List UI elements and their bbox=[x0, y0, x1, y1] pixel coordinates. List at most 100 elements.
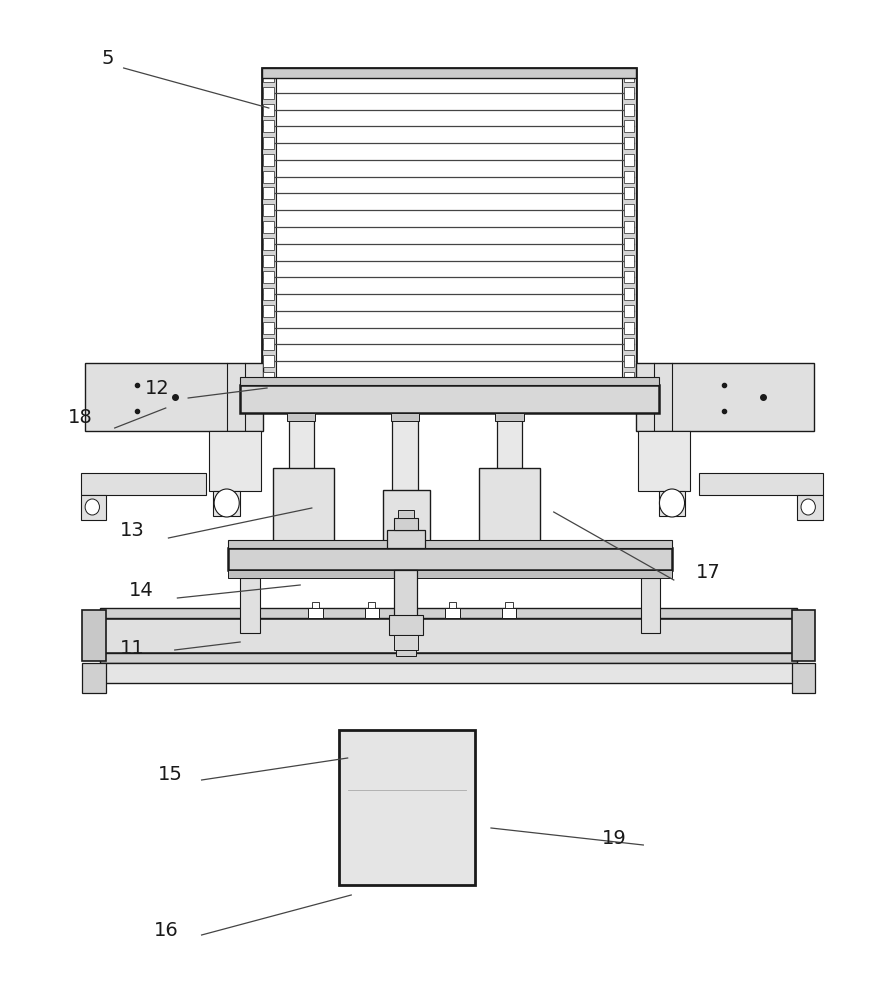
Bar bbox=[263, 70, 274, 82]
Text: 14: 14 bbox=[129, 580, 154, 599]
Bar bbox=[392, 413, 418, 571]
Bar bbox=[82, 610, 106, 661]
Bar bbox=[624, 70, 634, 82]
Text: 16: 16 bbox=[153, 921, 178, 940]
Text: 13: 13 bbox=[120, 520, 145, 540]
Text: 18: 18 bbox=[68, 408, 93, 427]
Bar bbox=[368, 602, 375, 608]
Circle shape bbox=[659, 489, 685, 517]
Bar bbox=[624, 187, 634, 199]
Text: 11: 11 bbox=[120, 639, 145, 658]
Text: 12: 12 bbox=[144, 378, 169, 397]
Text: 19: 19 bbox=[601, 828, 626, 847]
Bar bbox=[262, 68, 276, 386]
Bar bbox=[391, 413, 419, 421]
Bar bbox=[85, 363, 263, 431]
Bar bbox=[797, 495, 823, 520]
Bar bbox=[81, 473, 206, 495]
Bar bbox=[641, 578, 660, 633]
Bar bbox=[365, 608, 379, 618]
Bar bbox=[383, 490, 430, 558]
Bar bbox=[228, 548, 672, 570]
Bar bbox=[394, 518, 418, 530]
Bar bbox=[240, 377, 659, 385]
Bar bbox=[624, 120, 634, 132]
Bar bbox=[81, 495, 106, 520]
Bar bbox=[312, 602, 319, 608]
Bar bbox=[263, 154, 274, 166]
Bar bbox=[263, 305, 274, 317]
Bar bbox=[624, 221, 634, 233]
Bar bbox=[624, 87, 634, 99]
Bar bbox=[263, 120, 274, 132]
Bar bbox=[624, 338, 634, 350]
Bar bbox=[624, 104, 634, 116]
Bar bbox=[389, 615, 423, 635]
Bar bbox=[792, 663, 815, 693]
Bar bbox=[624, 204, 634, 216]
Bar bbox=[263, 355, 274, 367]
Bar bbox=[263, 221, 274, 233]
Bar bbox=[263, 187, 274, 199]
Bar bbox=[213, 491, 240, 516]
Bar bbox=[263, 137, 274, 149]
Bar bbox=[308, 608, 323, 618]
Bar bbox=[622, 68, 636, 386]
Bar bbox=[699, 473, 823, 495]
Bar bbox=[624, 322, 634, 334]
Bar bbox=[263, 322, 274, 334]
Bar bbox=[624, 271, 634, 283]
Bar bbox=[792, 610, 815, 661]
Bar bbox=[505, 602, 513, 608]
Bar bbox=[263, 171, 274, 183]
Text: 15: 15 bbox=[158, 766, 183, 784]
Bar bbox=[228, 570, 672, 578]
Bar bbox=[262, 68, 636, 78]
Bar bbox=[624, 255, 634, 267]
Bar bbox=[638, 431, 690, 491]
Bar bbox=[624, 238, 634, 250]
Bar bbox=[339, 730, 475, 885]
Bar bbox=[624, 171, 634, 183]
Bar bbox=[624, 137, 634, 149]
Bar bbox=[287, 413, 315, 421]
Bar bbox=[209, 431, 261, 491]
Bar bbox=[273, 468, 334, 558]
Bar bbox=[624, 355, 634, 367]
Bar bbox=[263, 104, 274, 116]
Circle shape bbox=[85, 499, 99, 515]
Bar bbox=[445, 608, 460, 618]
Bar bbox=[636, 363, 814, 431]
Text: 5: 5 bbox=[101, 48, 114, 68]
Bar bbox=[263, 87, 274, 99]
Bar bbox=[659, 491, 685, 516]
Bar bbox=[624, 305, 634, 317]
Bar bbox=[240, 385, 659, 413]
Text: 17: 17 bbox=[695, 562, 720, 581]
Bar bbox=[263, 255, 274, 267]
Bar bbox=[100, 618, 797, 653]
Bar bbox=[624, 288, 634, 300]
Bar bbox=[624, 372, 634, 384]
Bar bbox=[624, 154, 634, 166]
Circle shape bbox=[801, 499, 815, 515]
Bar bbox=[100, 663, 797, 683]
Bar bbox=[449, 602, 456, 608]
Bar bbox=[394, 635, 418, 650]
Bar bbox=[263, 338, 274, 350]
Bar bbox=[387, 530, 425, 548]
Bar bbox=[497, 413, 522, 571]
Bar bbox=[100, 608, 797, 618]
Bar bbox=[495, 413, 524, 421]
Bar bbox=[398, 510, 414, 518]
Bar bbox=[289, 413, 314, 571]
Bar bbox=[263, 288, 274, 300]
Bar bbox=[82, 663, 106, 693]
Bar bbox=[263, 238, 274, 250]
Bar bbox=[228, 540, 672, 548]
Bar bbox=[396, 648, 416, 656]
Bar bbox=[502, 608, 516, 618]
Bar bbox=[263, 271, 274, 283]
Bar bbox=[100, 653, 797, 663]
Bar bbox=[240, 578, 260, 633]
